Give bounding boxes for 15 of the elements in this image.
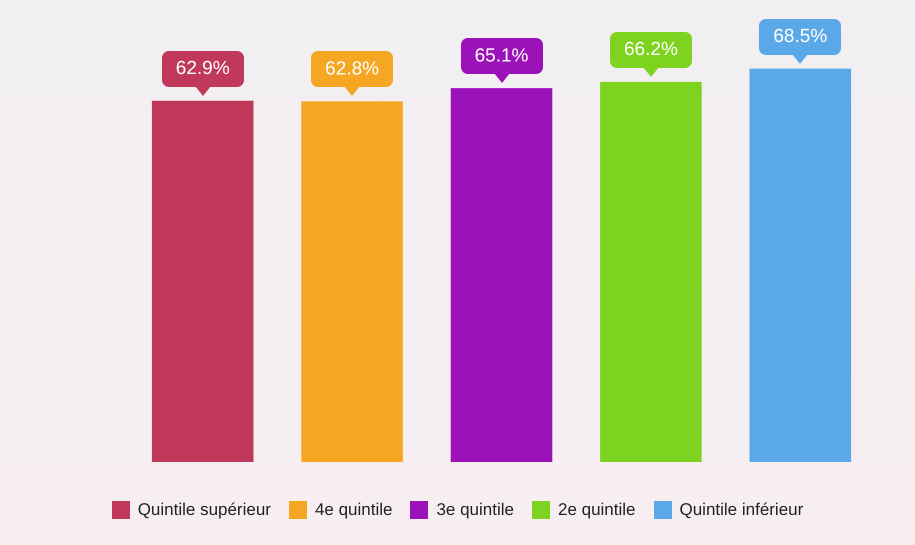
data-label: 65.1% — [474, 45, 529, 66]
bar — [301, 101, 403, 462]
data-label: 68.5% — [773, 26, 828, 47]
data-label: 66.2% — [624, 39, 678, 60]
x-tick-label: 2e quintile — [558, 500, 636, 520]
bar — [600, 82, 702, 462]
data-label: 62.8% — [325, 58, 380, 80]
bar — [450, 88, 552, 462]
x-tick-label: 3e quintile — [436, 500, 514, 520]
x-tick-label: Quintile inférieur — [680, 500, 804, 520]
x-tick-label: Quintile supérieur — [138, 500, 271, 520]
bar — [152, 100, 254, 462]
bar — [750, 68, 852, 462]
data-label: 62.9% — [176, 58, 230, 80]
x-tick-label: 4e quintile — [314, 500, 392, 520]
